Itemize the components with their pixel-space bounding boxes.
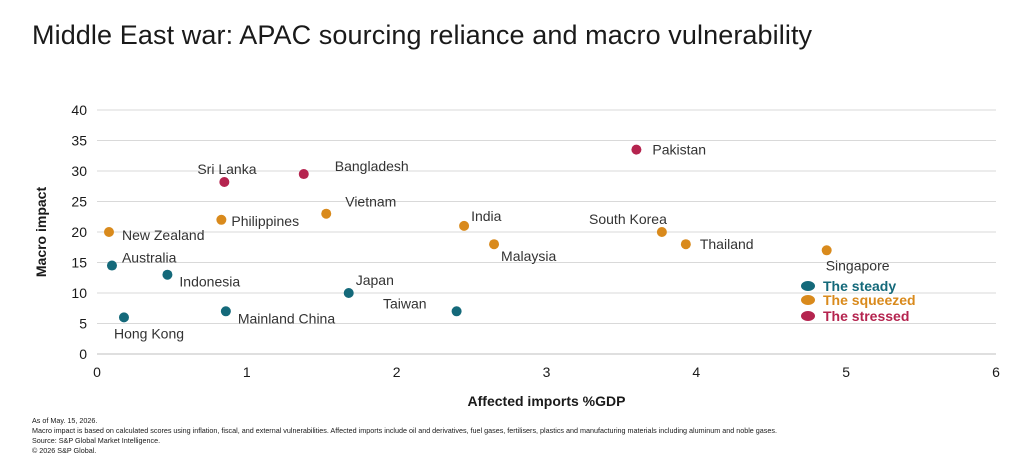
footnote-source: Source: S&P Global Market Intelligence. bbox=[32, 436, 161, 445]
data-point bbox=[656, 227, 667, 237]
scatter-chart: 0 5 10 15 20 25 30 35 40 0 1 2 3 4 5 6 Affected imports … bbox=[33, 102, 1000, 409]
x-tick-label: 4 bbox=[692, 364, 700, 380]
chart-title: Middle East war: APAC sourcing reliance … bbox=[32, 20, 813, 50]
footnotes: As of May. 15, 2026. Macro impact is bas… bbox=[32, 416, 777, 456]
data-label: Thailand bbox=[700, 236, 754, 252]
data-point bbox=[321, 208, 332, 219]
data-point bbox=[106, 260, 117, 271]
legend-label: The stressed bbox=[823, 308, 909, 324]
data-label: South Korea bbox=[589, 211, 667, 227]
data-point bbox=[343, 288, 354, 298]
data-label: Bangladesh bbox=[335, 158, 409, 174]
y-tick-label: 30 bbox=[71, 163, 87, 179]
footnote-as-of: As of May. 15, 2026. bbox=[32, 416, 98, 425]
y-tick-label: 20 bbox=[71, 224, 87, 240]
x-tick-label: 5 bbox=[842, 364, 850, 380]
y-tick-label: 5 bbox=[79, 316, 87, 332]
y-tick-label: 35 bbox=[71, 133, 87, 149]
y-tick-label: 10 bbox=[71, 285, 87, 301]
data-point bbox=[680, 239, 691, 250]
data-point bbox=[298, 169, 309, 180]
legend-marker bbox=[801, 281, 815, 291]
data-label: Pakistan bbox=[652, 142, 706, 158]
data-point bbox=[162, 269, 173, 280]
data-label: Japan bbox=[356, 272, 394, 288]
y-tick-label: 15 bbox=[71, 255, 87, 271]
data-label: Vietnam bbox=[345, 194, 396, 210]
data-point bbox=[821, 245, 832, 256]
legend-label: The squeezed bbox=[823, 292, 916, 308]
data-label: Sri Lanka bbox=[197, 161, 256, 177]
data-point bbox=[459, 220, 470, 231]
data-label: Indonesia bbox=[179, 274, 240, 290]
data-point bbox=[451, 306, 462, 317]
y-axis-title: Macro impact bbox=[33, 187, 49, 278]
y-tick-label: 0 bbox=[79, 346, 87, 362]
footnote-note: Macro impact is based on calculated scor… bbox=[32, 426, 777, 435]
legend-marker bbox=[801, 295, 815, 305]
data-label: Malaysia bbox=[501, 248, 556, 264]
data-point bbox=[631, 144, 642, 155]
data-point bbox=[216, 214, 227, 225]
y-tick-label: 40 bbox=[71, 102, 87, 118]
data-point bbox=[220, 306, 231, 317]
data-label: Singapore bbox=[826, 257, 890, 273]
data-point bbox=[103, 227, 114, 237]
x-tick-label: 0 bbox=[93, 364, 101, 380]
data-point bbox=[219, 176, 230, 187]
data-label: India bbox=[471, 208, 502, 224]
x-tick-label: 3 bbox=[543, 364, 551, 380]
data-label: Taiwan bbox=[383, 295, 427, 311]
legend-label: The steady bbox=[823, 278, 896, 294]
data-label: Australia bbox=[122, 250, 177, 266]
data-label: Philippines bbox=[231, 213, 299, 229]
data-point bbox=[118, 312, 129, 323]
footnote-copyright: © 2026 S&P Global. bbox=[32, 446, 97, 455]
data-label: Mainland China bbox=[238, 310, 335, 326]
x-tick-label: 6 bbox=[992, 364, 1000, 380]
y-tick-label: 25 bbox=[71, 194, 87, 210]
data-point bbox=[489, 239, 500, 250]
x-axis-title: Affected imports %GDP bbox=[468, 393, 626, 409]
legend-marker bbox=[801, 311, 815, 321]
data-label: New Zealand bbox=[122, 227, 205, 243]
x-tick-label: 1 bbox=[243, 364, 251, 380]
data-label: Hong Kong bbox=[114, 325, 184, 341]
x-tick-label: 2 bbox=[393, 364, 401, 380]
